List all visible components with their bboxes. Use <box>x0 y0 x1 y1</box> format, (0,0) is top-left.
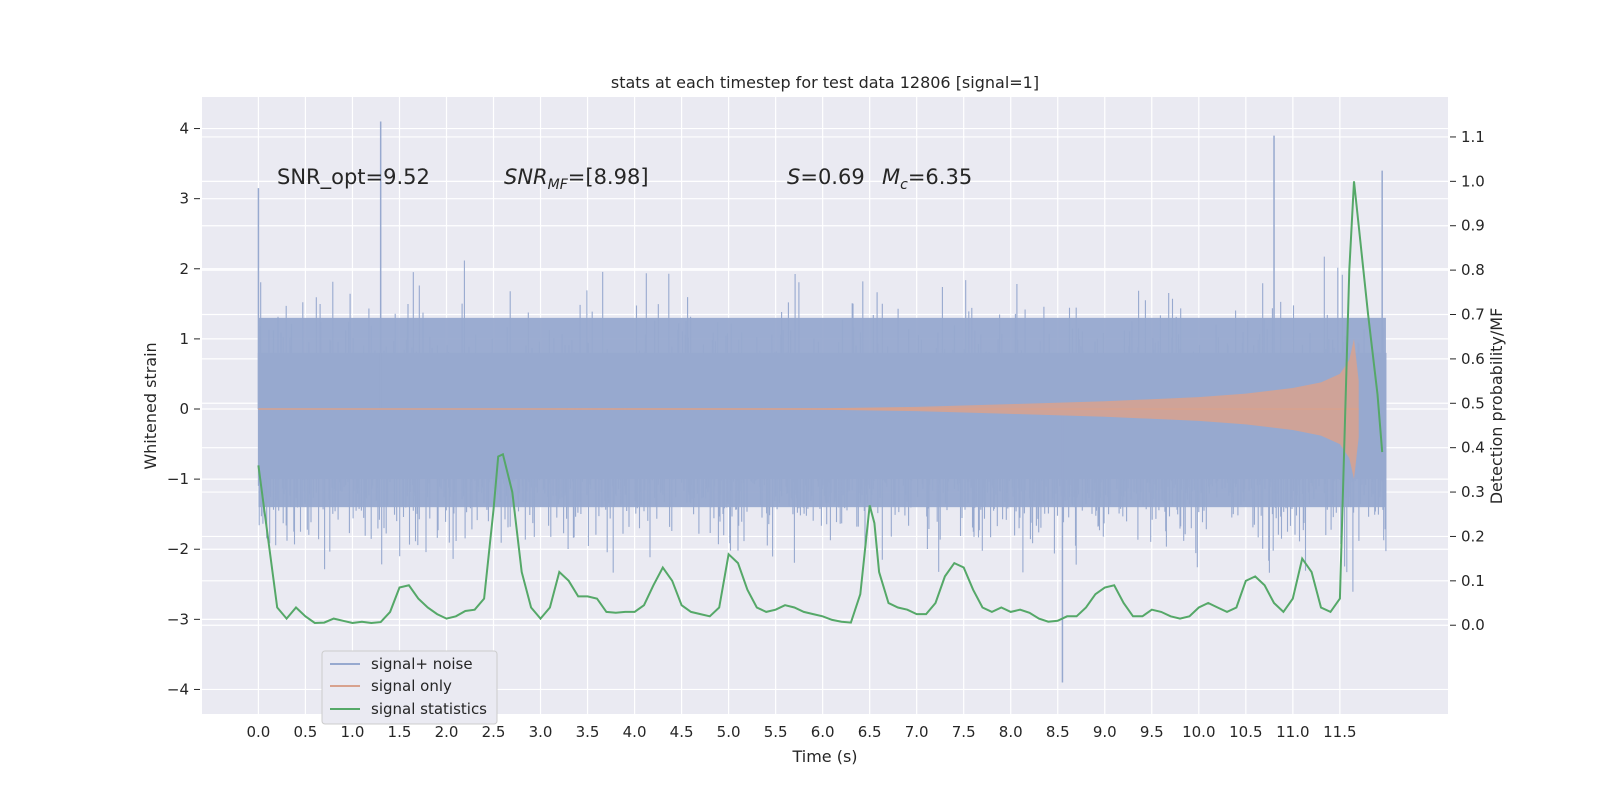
x-tick-label: 1.5 <box>388 723 412 741</box>
chart-title: stats at each timestep for test data 128… <box>611 73 1039 92</box>
legend-label-signal: signal only <box>371 677 452 695</box>
y-tick-label: 4 <box>179 120 189 138</box>
x-tick-label: 11.0 <box>1276 723 1309 741</box>
stats-line <box>257 181 1384 625</box>
x-tick-label: 2.5 <box>482 723 506 741</box>
y2-tick-label: 0.4 <box>1461 439 1485 457</box>
legend-box <box>321 650 498 725</box>
y-tick-label: −4 <box>167 680 189 698</box>
x-tick-label: 6.0 <box>811 723 835 741</box>
signal-series-group <box>258 338 1359 480</box>
x-tick-label: 9.0 <box>1093 723 1117 741</box>
x-tick-label: 6.5 <box>858 723 882 741</box>
y2-tick-label: 0.3 <box>1461 483 1485 501</box>
y2-tick-label: 0.7 <box>1461 306 1485 324</box>
x-tick-label: 8.5 <box>1046 723 1070 741</box>
x-tick-label: 0.0 <box>246 723 270 741</box>
y2-tick-label: 1.1 <box>1461 128 1485 146</box>
x-tick-label: 9.5 <box>1140 723 1164 741</box>
x-axis-label: Time (s) <box>791 747 857 766</box>
y-tick-label: 3 <box>179 190 189 208</box>
annotation-mc-subscript: c <box>900 177 908 193</box>
y2-tick-label: 0.1 <box>1461 572 1485 590</box>
annotation-mc: Mc=6.35 <box>882 165 972 193</box>
annotation-s-value: =0.69 <box>800 165 864 189</box>
annotation-snr-opt: SNR_opt=9.52 <box>277 165 430 190</box>
x-tick-label: 5.5 <box>764 723 788 741</box>
y-tick-label: −2 <box>167 540 189 558</box>
y2-axis-label: Detection probability/MF <box>1487 308 1506 505</box>
x-tick-label: 10.5 <box>1229 723 1262 741</box>
annotation-mc-value: =6.35 <box>908 165 972 189</box>
x-tick-label: 5.0 <box>717 723 741 741</box>
x-tick-label: 3.5 <box>576 723 600 741</box>
y2-tick-label: 0.6 <box>1461 350 1485 368</box>
annotation-snr-mf-symbol: SNR <box>504 165 548 189</box>
y2-tick-label: 1.0 <box>1461 172 1485 190</box>
y2-tick-label: 0.9 <box>1461 217 1485 235</box>
y-tick-label: 1 <box>179 330 189 348</box>
y2-tick-label: 0.2 <box>1461 527 1485 545</box>
annotation-s-symbol: S <box>787 165 800 189</box>
annotation-snr-mf-subscript: MF <box>548 177 569 193</box>
y-tick-label: 2 <box>179 260 189 278</box>
x-axis-ticks: 0.0 0.5 1.0 1.5 2.0 2.5 3.0 3.5 4.0 4.5 5.0 5.5 6.0 6… <box>246 723 1356 741</box>
annotation-snr-mf: SNRMF=[8.98] <box>504 165 649 193</box>
x-tick-label: 2.0 <box>435 723 459 741</box>
y2-axis-ticks: 1.1 1.0 0.9 0.8 0.7 0.6 0.5 0.4 0.3 0.2 0.1 0.0 <box>1450 128 1485 634</box>
y2-tick-label: 0.8 <box>1461 261 1485 279</box>
x-tick-label: 10.0 <box>1182 723 1215 741</box>
y-tick-label: 0 <box>179 400 189 418</box>
x-tick-label: 3.0 <box>529 723 553 741</box>
x-tick-label: 4.0 <box>623 723 647 741</box>
y2-tick-label: 0.0 <box>1461 616 1485 634</box>
legend-label-stats: signal statistics <box>371 700 487 718</box>
x-tick-label: 8.0 <box>999 723 1023 741</box>
legend: signal+ noise signal only signal statist… <box>321 650 498 725</box>
x-tick-label: 1.0 <box>341 723 365 741</box>
x-tick-label: 4.5 <box>670 723 694 741</box>
y-axis-label: Whitened strain <box>141 342 160 469</box>
x-tick-label: 7.5 <box>952 723 976 741</box>
y-tick-label: −1 <box>167 470 189 488</box>
annotation-snr-mf-value: =[8.98] <box>568 165 649 189</box>
annotation-mc-symbol: M <box>882 165 900 189</box>
stats-series-group <box>257 181 1384 625</box>
y-tick-label: −3 <box>167 610 189 628</box>
x-tick-label: 11.5 <box>1323 723 1356 741</box>
legend-label-noise: signal+ noise <box>371 655 473 673</box>
annotation-s: S=0.69 <box>787 165 865 189</box>
y-axis-ticks: 4 3 2 1 0 −1 −2 −3 −4 <box>167 120 200 698</box>
x-tick-label: 0.5 <box>294 723 318 741</box>
y2-tick-label: 0.5 <box>1461 394 1485 412</box>
x-tick-label: 7.0 <box>905 723 929 741</box>
